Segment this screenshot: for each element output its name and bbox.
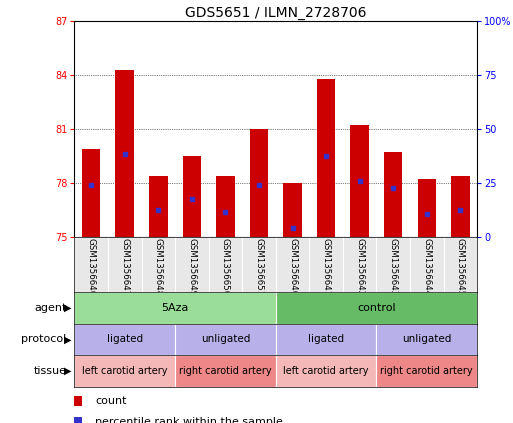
Text: GSM1356640: GSM1356640 bbox=[288, 238, 297, 296]
Text: ▶: ▶ bbox=[64, 366, 72, 376]
Bar bbox=[175, 355, 275, 387]
Text: left carotid artery: left carotid artery bbox=[283, 366, 369, 376]
Bar bbox=[283, 183, 302, 237]
Text: GSM1356644: GSM1356644 bbox=[422, 238, 431, 296]
Title: GDS5651 / ILMN_2728706: GDS5651 / ILMN_2728706 bbox=[185, 6, 366, 20]
Text: GSM1356645: GSM1356645 bbox=[456, 238, 465, 296]
Text: GSM1356646: GSM1356646 bbox=[87, 238, 95, 296]
Text: GSM1356643: GSM1356643 bbox=[389, 238, 398, 296]
Text: right carotid artery: right carotid artery bbox=[179, 366, 272, 376]
Text: GSM1356641: GSM1356641 bbox=[322, 238, 330, 296]
Text: left carotid artery: left carotid artery bbox=[82, 366, 167, 376]
Text: GSM1356647: GSM1356647 bbox=[120, 238, 129, 296]
Bar bbox=[377, 324, 477, 355]
Text: count: count bbox=[95, 396, 126, 406]
Text: 5Aza: 5Aza bbox=[162, 303, 189, 313]
Text: protocol: protocol bbox=[22, 335, 67, 344]
Bar bbox=[418, 179, 436, 237]
Bar bbox=[74, 324, 175, 355]
Bar bbox=[74, 355, 175, 387]
Bar bbox=[275, 324, 377, 355]
Bar bbox=[250, 129, 268, 237]
Bar bbox=[377, 355, 477, 387]
Bar bbox=[275, 292, 477, 324]
Bar bbox=[451, 176, 469, 237]
Text: tissue: tissue bbox=[34, 366, 67, 376]
Bar bbox=[350, 125, 369, 237]
Text: right carotid artery: right carotid artery bbox=[381, 366, 473, 376]
Bar bbox=[275, 355, 377, 387]
Bar bbox=[317, 79, 336, 237]
Bar bbox=[183, 156, 201, 237]
Bar bbox=[74, 292, 275, 324]
Text: control: control bbox=[357, 303, 396, 313]
Text: GSM1356650: GSM1356650 bbox=[221, 238, 230, 296]
Text: ligated: ligated bbox=[308, 335, 344, 344]
Bar bbox=[175, 324, 275, 355]
Text: GSM1356651: GSM1356651 bbox=[254, 238, 264, 296]
Text: unligated: unligated bbox=[402, 335, 451, 344]
Text: agent: agent bbox=[34, 303, 67, 313]
Text: GSM1356642: GSM1356642 bbox=[355, 238, 364, 296]
Bar bbox=[384, 152, 402, 237]
Text: GSM1356649: GSM1356649 bbox=[187, 238, 196, 296]
Bar bbox=[216, 176, 234, 237]
Text: unligated: unligated bbox=[201, 335, 250, 344]
Bar bbox=[149, 176, 168, 237]
Text: ▶: ▶ bbox=[64, 303, 72, 313]
Text: ligated: ligated bbox=[107, 335, 143, 344]
Bar bbox=[115, 70, 134, 237]
Text: percentile rank within the sample: percentile rank within the sample bbox=[95, 417, 283, 423]
Text: ▶: ▶ bbox=[64, 335, 72, 344]
Bar bbox=[82, 149, 101, 237]
Text: GSM1356648: GSM1356648 bbox=[154, 238, 163, 296]
